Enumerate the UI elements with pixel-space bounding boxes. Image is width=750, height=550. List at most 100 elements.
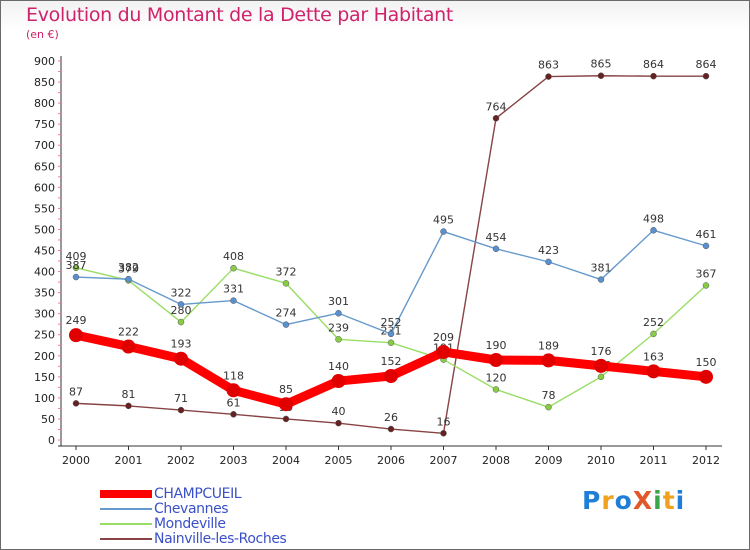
data-label: 408 — [223, 250, 244, 263]
data-point — [597, 72, 605, 79]
data-label: 118 — [223, 369, 244, 382]
data-point — [702, 242, 710, 250]
y-tick-label: 800 — [34, 97, 55, 110]
legend-swatch — [100, 522, 152, 525]
data-label: 120 — [486, 371, 507, 384]
data-label: 864 — [643, 58, 664, 71]
data-point — [72, 400, 80, 407]
data-point — [174, 351, 188, 366]
data-label: 140 — [328, 360, 349, 373]
data-point — [282, 415, 290, 423]
data-point — [440, 430, 447, 437]
data-label: 372 — [276, 265, 297, 278]
data-point — [72, 264, 80, 272]
legend-item: Chevannes — [100, 500, 286, 517]
x-tick-label: 2002 — [167, 454, 195, 467]
data-point — [335, 309, 342, 317]
data-label: 252 — [381, 316, 402, 329]
legend-item: Nainville-les-Roches — [100, 531, 287, 547]
data-label: 331 — [223, 283, 244, 296]
data-label: 189 — [538, 339, 559, 352]
data-label: 222 — [118, 326, 139, 339]
data-label: 163 — [643, 350, 664, 363]
data-point — [230, 297, 237, 304]
data-label: 322 — [171, 286, 192, 299]
data-point — [69, 328, 83, 343]
data-label: 85 — [279, 383, 293, 396]
y-tick-label: 400 — [34, 266, 55, 279]
data-label: 176 — [591, 345, 612, 358]
chart-title: Evolution du Montant de la Dette par Hab… — [26, 4, 454, 26]
data-point — [125, 402, 132, 410]
data-label: 252 — [643, 316, 664, 329]
y-tick-label: 550 — [34, 202, 55, 215]
data-point — [492, 386, 500, 393]
y-tick-label: 250 — [34, 329, 55, 342]
y-tick-label: 50 — [41, 413, 55, 426]
data-label: 461 — [696, 228, 717, 241]
chart-subtitle: (en €) — [26, 28, 59, 41]
y-tick-label: 150 — [34, 371, 55, 384]
data-label: 71 — [174, 392, 188, 405]
x-tick-label: 2004 — [272, 454, 300, 467]
x-tick-label: 2003 — [220, 454, 248, 467]
data-point — [279, 397, 293, 412]
legend-item: CHAMPCUEIL — [100, 486, 286, 502]
data-label: 280 — [171, 304, 192, 317]
x-tick-label: 2008 — [482, 454, 510, 467]
data-label: 26 — [384, 411, 398, 424]
data-label: 78 — [542, 389, 556, 402]
x-tick-label: 2011 — [640, 454, 668, 467]
data-label: 193 — [171, 338, 192, 351]
data-label: 498 — [643, 212, 664, 225]
x-tick-label: 2000 — [62, 454, 90, 467]
data-point — [440, 228, 447, 235]
y-tick-label: 350 — [34, 287, 55, 300]
x-tick-label: 2012 — [692, 454, 720, 467]
legend-swatch — [100, 507, 152, 510]
data-point — [650, 227, 657, 234]
y-tick-label: 200 — [34, 350, 55, 363]
data-point — [545, 73, 552, 80]
y-tick-label: 600 — [34, 181, 55, 194]
data-label: 423 — [538, 244, 559, 257]
y-tick-label: 0 — [48, 434, 55, 447]
x-tick-label: 2010 — [587, 454, 615, 467]
data-label: 274 — [276, 307, 297, 320]
data-label: 61 — [227, 396, 241, 409]
data-label: 190 — [486, 339, 507, 352]
data-point — [230, 411, 237, 418]
data-label: 239 — [328, 321, 349, 334]
y-tick-label: 750 — [34, 118, 55, 131]
data-point — [702, 72, 710, 80]
proxiti-logo: ProXiti — [582, 486, 686, 515]
data-label: 367 — [696, 267, 717, 280]
data-label: 495 — [433, 214, 454, 227]
y-tick-label: 900 — [34, 55, 55, 68]
data-point — [387, 330, 395, 338]
data-point — [177, 318, 185, 326]
legend-swatch — [100, 537, 152, 540]
data-label: 150 — [696, 356, 717, 369]
legend-label: Chevannes — [154, 500, 229, 517]
data-point — [646, 364, 661, 379]
data-label: 409 — [66, 250, 87, 263]
legend-item: Mondeville — [100, 516, 286, 532]
data-point — [597, 373, 605, 381]
data-label: 382 — [118, 261, 139, 274]
data-point — [492, 115, 500, 122]
data-label: 249 — [66, 314, 87, 327]
data-label: 387 — [66, 259, 87, 272]
data-point — [335, 419, 342, 427]
y-tick-label: 850 — [34, 76, 55, 89]
x-tick-label: 2007 — [430, 454, 458, 467]
data-label: 209 — [433, 331, 454, 344]
data-label: 863 — [538, 59, 559, 72]
data-point — [72, 273, 80, 281]
data-label: 379 — [118, 262, 139, 275]
data-point — [541, 353, 556, 368]
data-label: 40 — [332, 405, 346, 418]
x-tick-label: 2006 — [377, 454, 405, 467]
data-point — [335, 336, 342, 343]
